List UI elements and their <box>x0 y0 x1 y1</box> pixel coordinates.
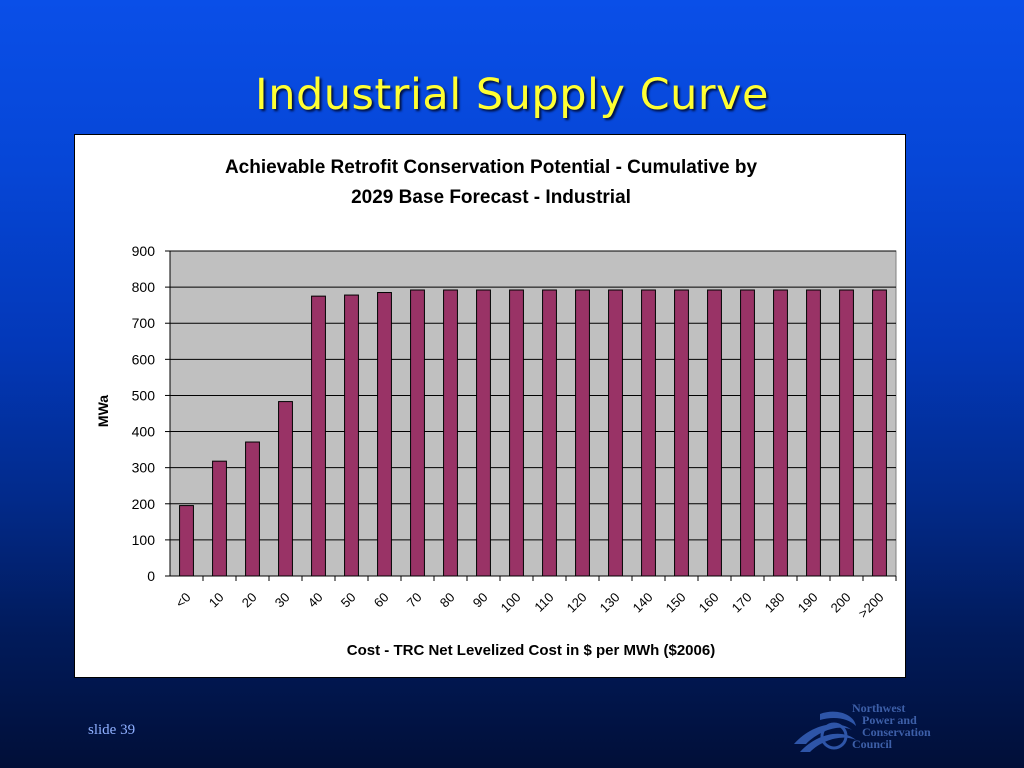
x-tick-label: 140 <box>630 590 656 616</box>
x-tick-label: 20 <box>239 590 260 611</box>
x-tick-label: 190 <box>795 590 821 616</box>
council-logo-text: Northwest Power and Conservation Council <box>852 702 931 750</box>
y-tick-labels: 0 100 200 300 400 500 600 700 800 900 <box>132 243 156 584</box>
y-tick-label: 100 <box>132 532 156 548</box>
x-axis-label: Cost - TRC Net Levelized Cost in $ per M… <box>347 642 715 659</box>
bars <box>179 289 887 577</box>
bar <box>839 289 854 577</box>
bar <box>608 289 623 577</box>
bar <box>872 289 887 577</box>
axes <box>165 250 897 581</box>
logo-line1: Northwest <box>852 701 906 715</box>
bar <box>311 295 326 577</box>
logo-line4: Council <box>852 737 893 751</box>
x-tick-label: 100 <box>498 590 524 616</box>
y-tick-label: 800 <box>132 279 156 295</box>
x-tick-label: 30 <box>272 590 293 611</box>
x-tick-label: 110 <box>531 590 556 615</box>
bar <box>806 289 821 577</box>
x-tick-label: 10 <box>206 590 227 611</box>
x-tick-label: 70 <box>404 590 425 611</box>
logo-line3: Conservation <box>862 725 931 739</box>
bar <box>212 460 227 577</box>
bar <box>707 289 722 577</box>
x-tick-label: 80 <box>437 590 458 611</box>
x-tick-label: 130 <box>597 590 623 616</box>
bar <box>674 289 689 577</box>
y-tick-label: 300 <box>132 460 156 476</box>
x-tick-label: <0 <box>173 590 194 611</box>
bar <box>773 289 788 577</box>
x-tick-label: 90 <box>470 590 491 611</box>
bar <box>575 289 590 577</box>
chart-title-line2: 2029 Base Forecast - Industrial <box>351 187 631 208</box>
bar <box>641 289 656 577</box>
x-tick-label: 200 <box>828 590 854 616</box>
slide-title: Industrial Supply Curve <box>255 70 769 120</box>
bar <box>344 294 359 577</box>
y-tick-label: 0 <box>147 568 155 584</box>
x-tick-label: 60 <box>371 590 392 611</box>
x-tick-label: 150 <box>663 590 689 616</box>
bar <box>245 441 260 577</box>
bar-chart: 0 100 200 300 400 500 600 700 800 900 <0 10 20 30 40 5… <box>95 243 897 659</box>
y-tick-label: 200 <box>132 496 156 512</box>
bar <box>443 289 458 577</box>
y-tick-label: 600 <box>132 351 156 367</box>
bar <box>410 289 425 577</box>
bar <box>542 289 557 577</box>
chart-title-line1: Achievable Retrofit Conservation Potenti… <box>224 157 758 178</box>
bar <box>179 505 194 577</box>
bar <box>377 292 392 577</box>
x-tick-label: 40 <box>305 590 326 611</box>
x-tick-label: 170 <box>729 590 755 616</box>
bar <box>278 401 293 577</box>
x-tick-label: 120 <box>564 590 590 616</box>
y-tick-label: 500 <box>132 387 156 403</box>
y-axis-label: MWa <box>95 395 111 427</box>
bar <box>509 289 524 577</box>
x-tick-labels: <0 10 20 30 40 50 60 70 80 90 100 110 120 130 140 150 16… <box>173 590 887 621</box>
y-tick-label: 400 <box>132 424 156 440</box>
y-tick-label: 700 <box>132 315 156 331</box>
x-tick-label: 180 <box>762 590 788 616</box>
chart-title: Achievable Retrofit Conservation Potenti… <box>75 153 907 213</box>
council-logo-icon <box>794 711 856 752</box>
x-tick-label: >200 <box>855 590 886 621</box>
bar <box>740 289 755 577</box>
x-tick-label: 50 <box>338 590 359 611</box>
y-tick-label: 900 <box>132 243 156 259</box>
chart-container: Achievable Retrofit Conservation Potenti… <box>74 134 906 678</box>
slide-number: slide 39 <box>88 722 136 738</box>
bar <box>476 289 491 577</box>
logo-line2: Power and <box>862 713 917 727</box>
x-tick-label: 160 <box>696 590 722 616</box>
